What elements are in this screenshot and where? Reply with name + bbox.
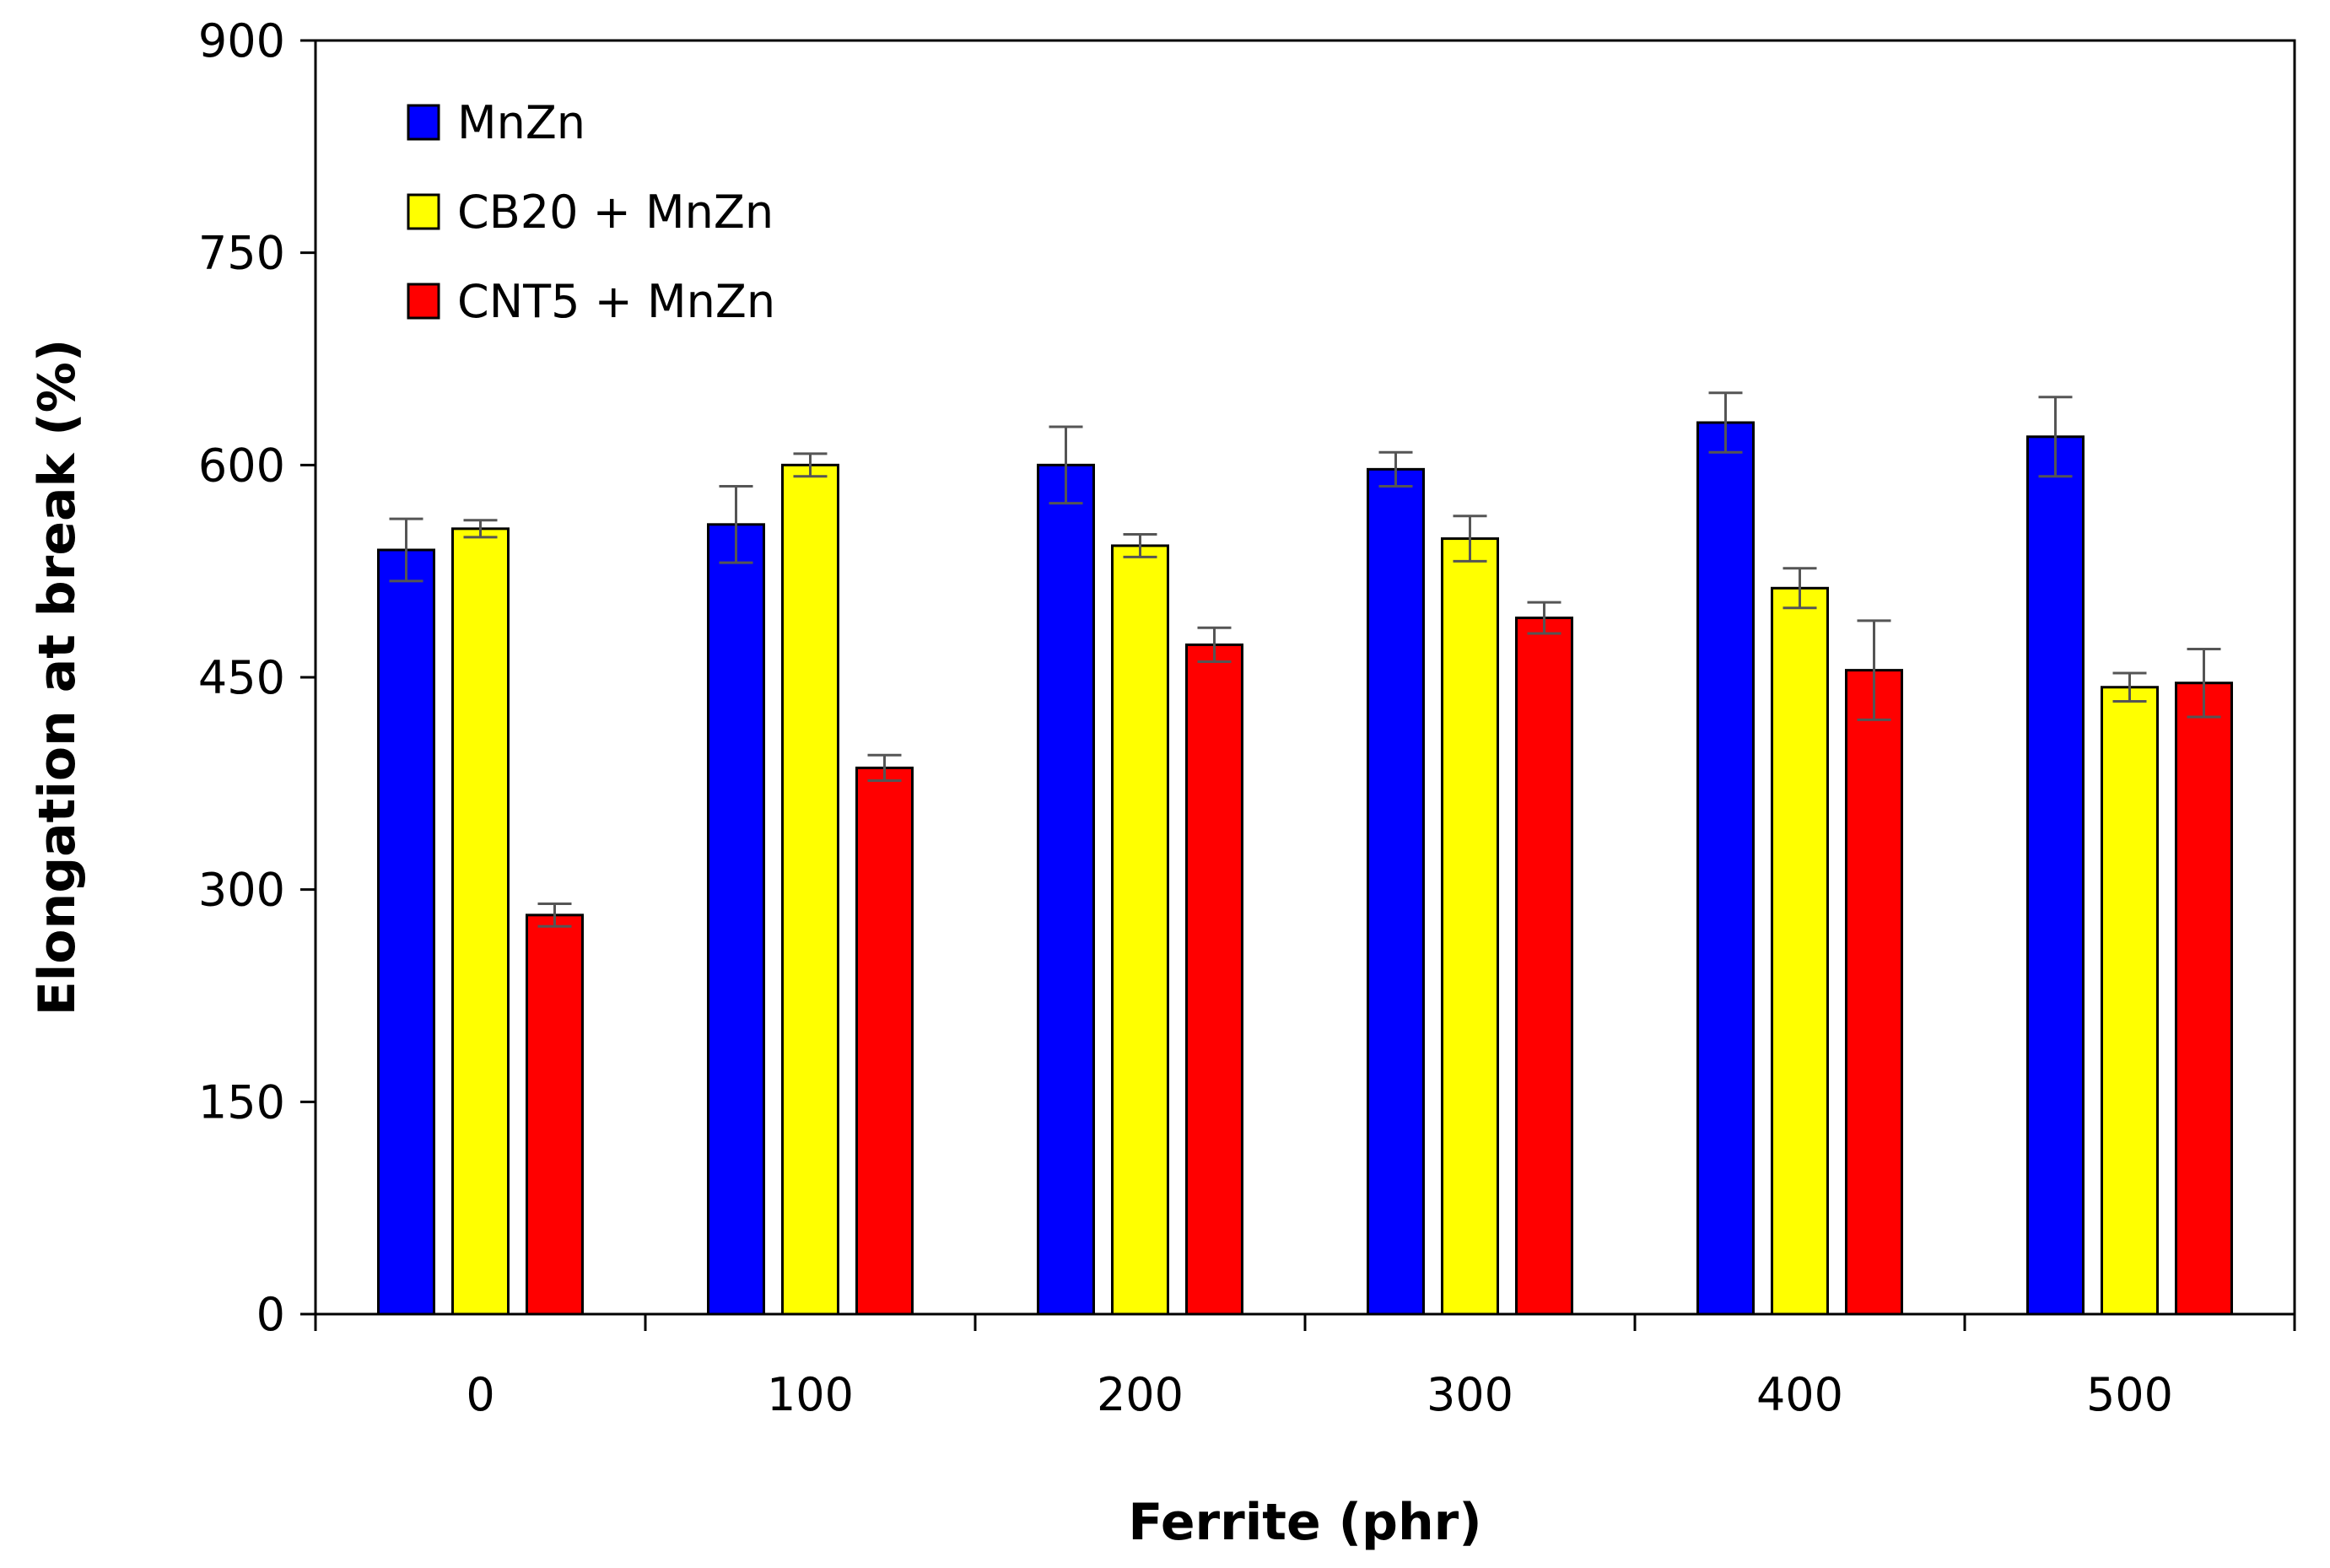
y-tick-label-450: 450 bbox=[198, 651, 285, 704]
y-tick-label-600: 600 bbox=[198, 439, 285, 492]
x-tick-label-200: 200 bbox=[1097, 1368, 1184, 1421]
error-bar-mnzn-100 bbox=[719, 485, 753, 564]
legend-label-cb20-mnzn: CB20 + MnZn bbox=[457, 186, 774, 239]
error-bar-mnzn-200 bbox=[1049, 425, 1083, 505]
bar-mnzn-0 bbox=[377, 548, 435, 1316]
bar-cb20-mnzn-500 bbox=[2101, 686, 2159, 1316]
legend-swatch-cb20-mnzn bbox=[407, 193, 440, 230]
error-bar-mnzn-500 bbox=[2038, 396, 2073, 478]
bar-cb20-mnzn-0 bbox=[451, 527, 510, 1316]
axes-layer: 0 150 300 450 600 750 900 0 100 200 300 400 500 bbox=[198, 14, 2296, 1421]
bar-mnzn-100 bbox=[707, 523, 765, 1316]
bar-cnt5-mnzn-0 bbox=[526, 913, 584, 1316]
error-bar-cnt5-mnzn-300 bbox=[1527, 601, 1561, 635]
bar-mnzn-500 bbox=[2026, 435, 2085, 1316]
error-bar-mnzn-300 bbox=[1378, 450, 1413, 488]
x-tick-label-0: 0 bbox=[466, 1368, 494, 1421]
bar-cnt5-mnzn-400 bbox=[1845, 669, 1903, 1316]
error-bar-mnzn-0 bbox=[389, 517, 423, 583]
bar-cb20-mnzn-300 bbox=[1441, 537, 1499, 1316]
error-bar-mnzn-400 bbox=[1708, 391, 1743, 454]
error-bar-cnt5-mnzn-200 bbox=[1197, 626, 1232, 664]
bar-cb20-mnzn-100 bbox=[781, 463, 839, 1316]
x-tick-label-300: 300 bbox=[1427, 1368, 1513, 1421]
error-bar-cb20-mnzn-300 bbox=[1453, 515, 1487, 563]
bar-cnt5-mnzn-200 bbox=[1185, 643, 1243, 1316]
error-bar-cnt5-mnzn-100 bbox=[867, 753, 902, 782]
error-bar-cb20-mnzn-200 bbox=[1123, 533, 1157, 558]
y-tick-label-900: 900 bbox=[198, 14, 285, 67]
y-axis-title: Elongation at break (%) bbox=[28, 339, 87, 1016]
legend-label-mnzn: MnZn bbox=[457, 96, 585, 149]
error-bars-layer bbox=[389, 391, 2221, 928]
legend-label-cnt5-mnzn: CNT5 + MnZn bbox=[457, 275, 775, 328]
error-bar-cnt5-mnzn-0 bbox=[537, 902, 572, 928]
x-tick-label-400: 400 bbox=[1756, 1368, 1843, 1421]
bar-cnt5-mnzn-500 bbox=[2175, 682, 2233, 1316]
x-tick-label-500: 500 bbox=[2086, 1368, 2173, 1421]
bars-layer bbox=[377, 421, 2233, 1316]
legend-swatch-mnzn bbox=[407, 104, 440, 141]
y-tick-label-750: 750 bbox=[198, 227, 285, 280]
bar-cb20-mnzn-400 bbox=[1771, 586, 1829, 1316]
error-bar-cb20-mnzn-400 bbox=[1783, 567, 1817, 610]
error-bar-cnt5-mnzn-500 bbox=[2187, 647, 2221, 719]
x-tick-label-100: 100 bbox=[767, 1368, 854, 1421]
error-bar-cb20-mnzn-100 bbox=[793, 452, 828, 478]
bar-mnzn-300 bbox=[1367, 467, 1425, 1316]
y-tick-label-150: 150 bbox=[198, 1075, 285, 1129]
error-bar-cb20-mnzn-500 bbox=[2112, 671, 2147, 703]
error-bar-cnt5-mnzn-400 bbox=[1857, 619, 1891, 721]
y-tick-label-300: 300 bbox=[198, 864, 285, 917]
y-tick-label-0: 0 bbox=[256, 1288, 285, 1341]
bar-cnt5-mnzn-100 bbox=[855, 766, 914, 1316]
legend-swatch-cnt5-mnzn bbox=[407, 283, 440, 320]
bar-mnzn-200 bbox=[1037, 463, 1095, 1316]
legend: MnZn CB20 + MnZn CNT5 + MnZn bbox=[407, 96, 775, 328]
error-bar-cb20-mnzn-0 bbox=[463, 519, 498, 539]
bar-mnzn-400 bbox=[1696, 421, 1755, 1316]
bar-cnt5-mnzn-300 bbox=[1515, 617, 1573, 1316]
bar-cb20-mnzn-200 bbox=[1111, 544, 1169, 1316]
x-axis-title: Ferrite (phr) bbox=[1128, 1493, 1481, 1552]
